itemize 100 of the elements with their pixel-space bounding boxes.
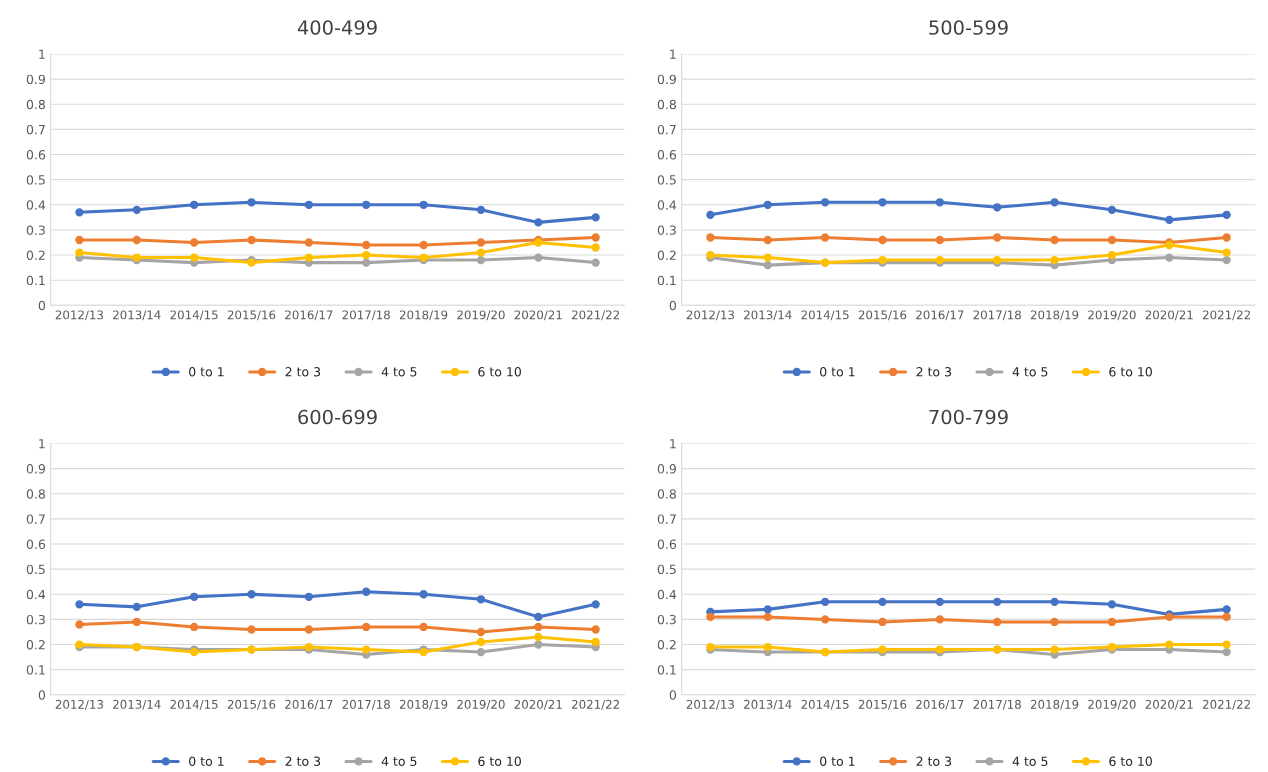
x-tick-label: 2015/16: [227, 310, 276, 321]
legend-label: 2 to 3: [285, 756, 321, 766]
point: [419, 590, 428, 599]
point: [1165, 640, 1174, 649]
y-tick-label: 0.6: [657, 150, 677, 160]
x-tick-label: 2020/21: [514, 310, 562, 321]
point: [1050, 235, 1059, 245]
x-tick-label: 2019/20: [457, 699, 505, 710]
x-tick-label: 2016/17: [285, 310, 333, 321]
point: [304, 238, 314, 247]
point: [820, 597, 830, 606]
x-tick-label: 2015/16: [227, 699, 276, 710]
point: [75, 600, 84, 609]
y-tick-label: 0.1: [26, 665, 45, 675]
y-tick-label: 0.3: [26, 614, 45, 625]
y-tick-label: 0.2: [26, 250, 45, 260]
point: [534, 253, 543, 262]
point: [591, 637, 600, 647]
point: [1165, 215, 1174, 225]
legend-label: 2 to 3: [916, 367, 952, 377]
legend-label: 0 to 1: [189, 756, 224, 766]
point: [476, 647, 486, 657]
y-tick-label: 0.5: [657, 564, 676, 575]
point: [476, 248, 486, 257]
point: [591, 233, 600, 242]
legend-label: 6 to 10: [1109, 756, 1152, 766]
point: [763, 253, 772, 262]
point: [591, 600, 600, 609]
y-tick-label: 0.9: [657, 464, 676, 474]
x-tick-label: 2021/22: [572, 699, 619, 710]
point: [820, 615, 830, 624]
point: [75, 248, 84, 257]
x-tick-label: 2015/16: [858, 699, 907, 710]
y-tick-label: 0.5: [657, 175, 676, 185]
legend-label: 6 to 10: [478, 756, 521, 766]
point: [878, 617, 887, 627]
point: [1222, 647, 1231, 657]
point: [534, 640, 543, 649]
point: [706, 233, 715, 242]
legend-label: 0 to 1: [820, 367, 855, 377]
point: [419, 200, 428, 209]
x-tick-label: 2017/18: [342, 310, 390, 321]
y-tick-label: 0.3: [26, 225, 45, 235]
point: [534, 622, 543, 632]
x-tick-label: 2012/13: [686, 699, 734, 710]
x-tick-label: 2014/15: [170, 310, 218, 321]
y-tick-label: 0.7: [657, 514, 676, 524]
x-tick-label: 2012/13: [55, 310, 103, 321]
x-tick-label: 2021/22: [1202, 310, 1250, 321]
point: [763, 235, 772, 245]
point: [132, 617, 141, 627]
x-tick-label: 2012/13: [686, 310, 734, 321]
y-tick-label: 0.4: [657, 589, 677, 600]
x-tick-label: 2018/19: [1030, 310, 1079, 321]
y-tick-label: 0.4: [26, 589, 46, 600]
y-tick-label: 0.9: [657, 74, 676, 85]
point: [362, 645, 371, 654]
point: [878, 235, 887, 245]
point: [1050, 645, 1059, 654]
point: [1222, 233, 1231, 242]
point: [820, 233, 830, 242]
x-tick-label: 2016/17: [285, 699, 333, 710]
point: [706, 210, 715, 220]
point: [1107, 205, 1117, 214]
x-tick-label: 2017/18: [342, 699, 390, 710]
point: [304, 592, 314, 601]
y-tick-label: 0: [38, 690, 46, 700]
point: [534, 218, 543, 227]
y-tick-label: 0.3: [657, 225, 676, 235]
point: [534, 632, 543, 642]
point: [1107, 617, 1117, 627]
point: [935, 235, 944, 245]
x-tick-label: 2016/17: [916, 699, 964, 710]
point: [878, 597, 887, 606]
point: [419, 240, 428, 250]
point: [820, 198, 830, 207]
x-tick-label: 2019/20: [457, 310, 505, 321]
x-tick-label: 2017/18: [973, 699, 1021, 710]
point: [247, 590, 256, 599]
point: [304, 253, 314, 262]
y-tick-label: 1: [670, 439, 676, 449]
point: [1050, 198, 1059, 207]
x-tick-label: 2013/14: [113, 699, 161, 710]
point: [993, 233, 1002, 242]
point: [1222, 210, 1231, 220]
legend-label: 0 to 1: [820, 756, 855, 766]
x-tick-label: 2021/22: [1202, 699, 1250, 710]
y-tick-label: 0.1: [657, 275, 676, 286]
y-tick-label: 0.2: [657, 250, 676, 260]
legend-label: 4 to 5: [1012, 367, 1048, 377]
y-tick-label: 0.5: [26, 175, 45, 185]
point: [304, 625, 314, 634]
point: [189, 200, 199, 209]
point: [878, 198, 887, 207]
point: [362, 250, 371, 260]
y-tick-label: 0.6: [26, 539, 46, 549]
x-tick-label: 2012/13: [55, 699, 103, 710]
chart-title: 700-799: [929, 409, 1008, 425]
x-tick-label: 2020/21: [514, 699, 562, 710]
point: [1222, 255, 1231, 265]
